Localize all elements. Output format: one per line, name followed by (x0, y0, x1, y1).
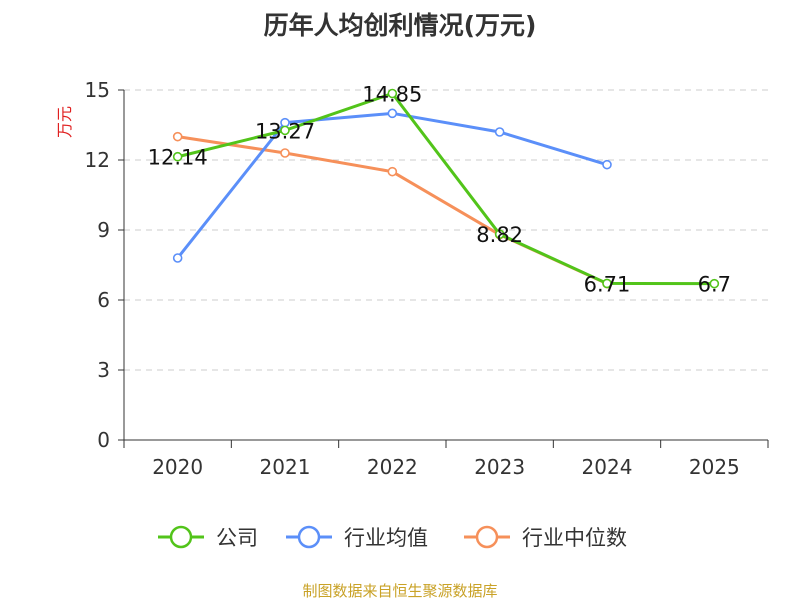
series-line-行业均值 (176, 111, 608, 259)
data-point-行业中位数-2021[interactable] (280, 148, 290, 158)
x-tick-label-2020: 2020 (152, 455, 203, 479)
x-tick-label-2022: 2022 (367, 455, 418, 479)
data-point-行业均值-2020[interactable] (172, 253, 183, 263)
legend-label: 行业均值 (344, 526, 428, 550)
legend-label: 公司 (216, 526, 258, 550)
data-point-行业均值-2022[interactable] (387, 108, 398, 119)
y-tick-label: 12 (85, 148, 110, 172)
y-tick-label: 15 (85, 78, 110, 102)
chart-title: 历年人均创利情况(万元) (264, 11, 537, 40)
y-tick-label: 0 (97, 428, 110, 452)
data-point-行业均值-2024[interactable] (602, 159, 612, 170)
series-0 (172, 88, 720, 289)
series-line-行业中位数 (177, 135, 608, 286)
x-tick-label-2024: 2024 (582, 455, 633, 479)
data-point-公司-2024[interactable] (602, 278, 612, 289)
data-point-行业中位数-2020[interactable] (172, 131, 183, 142)
legend[interactable]: 公司 行业均值 行业中位数 (158, 525, 627, 550)
legend-item-公司[interactable]: 公司 (158, 525, 258, 550)
legend-item-行业中位数[interactable]: 行业中位数 (464, 525, 627, 550)
legend-marker-icon (475, 525, 499, 549)
series-lines (172, 88, 720, 289)
data-label-2021: 13.27 (255, 119, 315, 143)
grid-lines (124, 89, 768, 371)
legend-marker-icon (297, 525, 321, 549)
data-label-2025: 6.7 (698, 273, 731, 297)
data-point-公司-2025[interactable] (709, 278, 720, 289)
source-note: 制图数据来自恒生聚源数据库 (302, 582, 497, 600)
data-label-2024: 6.71 (584, 272, 631, 296)
x-tick-label-2023: 2023 (474, 455, 525, 479)
data-label-2023: 8.82 (476, 223, 523, 247)
x-tick-label-2021: 2021 (260, 455, 311, 479)
y-tick-label: 6 (97, 288, 110, 312)
data-label-2020: 12.14 (148, 146, 208, 170)
data-point-公司-2022[interactable] (387, 88, 398, 99)
y-axis-label: 万元 (55, 106, 74, 138)
data-point-公司-2023[interactable] (494, 229, 505, 239)
series-2 (172, 131, 612, 289)
legend-marker-icon (169, 525, 193, 549)
series-line-公司 (177, 92, 715, 286)
data-point-公司-2021[interactable] (280, 125, 290, 136)
legend-item-行业均值[interactable]: 行业均值 (286, 525, 428, 550)
y-tick-label: 9 (97, 218, 110, 242)
y-tick-label: 3 (97, 358, 110, 382)
data-label-2022: 14.85 (362, 83, 422, 107)
x-tick-label-2025: 2025 (689, 455, 740, 479)
series-1 (172, 108, 612, 263)
data-point-公司-2020[interactable] (172, 151, 183, 162)
legend-label: 行业中位数 (522, 526, 627, 550)
axes: 0 3 6 9 12 15 2020 2021 2022 2023 2024 2025 (85, 78, 769, 479)
data-labels: 12.14 13.27 14.85 8.82 6.71 6.7 (148, 83, 731, 297)
data-point-行业均值-2023[interactable] (494, 127, 505, 137)
data-point-行业中位数-2022[interactable] (387, 166, 398, 177)
